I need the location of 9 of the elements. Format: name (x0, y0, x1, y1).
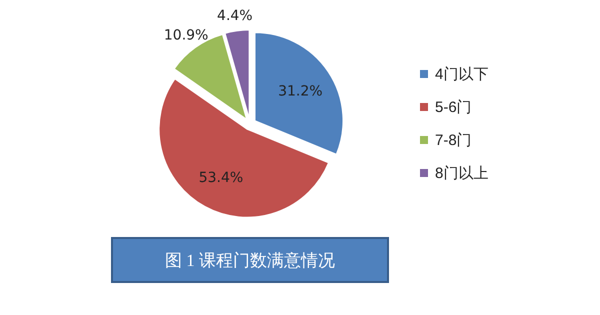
legend-label: 7-8门 (435, 132, 472, 149)
data-label: 4.4% (217, 8, 253, 24)
legend-label: 4门以下 (435, 66, 488, 83)
data-label: 31.2% (278, 83, 323, 100)
legend-label: 5-6门 (435, 99, 472, 116)
data-label: 53.4% (198, 170, 244, 186)
text: 图 1 课程门数满意情况 (165, 251, 335, 270)
data-label: 10.9% (164, 27, 208, 44)
legend-label: 8门以上 (435, 165, 488, 182)
